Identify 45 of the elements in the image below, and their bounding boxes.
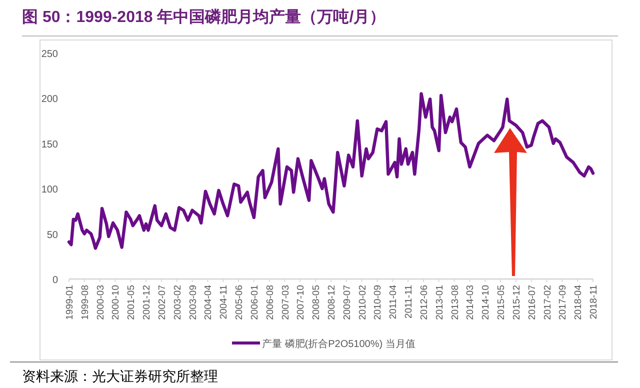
x-tick-label: 2004-04 (203, 285, 214, 320)
x-tick-label: 2007-10 (296, 285, 307, 320)
x-tick-label: 2006-01 (249, 285, 260, 320)
x-tick-label: 2001-12 (142, 285, 153, 320)
x-tick-label: 2000-10 (110, 285, 122, 320)
x-tick-label: 2013-01 (434, 285, 446, 320)
x-tick-label: 2000-03 (95, 285, 106, 320)
line-series (67, 92, 595, 250)
x-tick-label: 2011-11 (404, 285, 415, 318)
x-tick-label: 2013-08 (450, 285, 461, 320)
chart-title: 图 50：1999-2018 年中国磷肥月均产量（万吨/月） (22, 8, 386, 26)
x-tick-label: 2014-03 (465, 285, 476, 320)
y-tick-label: 50 (46, 230, 58, 241)
y-tick-label: 150 (41, 139, 58, 150)
legend-label: 产量 磷肥(折合P2O5100%) 当月值 (262, 338, 416, 350)
y-tick-label: 250 (41, 49, 58, 60)
x-tick-label: 2003-02 (172, 285, 184, 320)
x-tick-label: 2008-12 (326, 285, 338, 320)
x-tick-label: 2009-07 (342, 285, 353, 320)
x-tick-label: 2011-04 (388, 285, 400, 320)
x-tick-label: 2010-02 (357, 285, 368, 320)
y-tick-label: 100 (41, 184, 58, 196)
x-tick-label: 2006-08 (264, 285, 276, 320)
x-tick-label: 2004-11 (218, 285, 230, 320)
y-tick-label: 200 (41, 94, 58, 106)
x-tick-label: 2012-06 (418, 285, 430, 320)
text: 资料来源：光大证券研究所整理 (22, 369, 218, 385)
x-tick-label: 2016-07 (526, 285, 538, 320)
x-tick-label: 2017-09 (558, 285, 569, 320)
x-tick-label: 2010-09 (372, 285, 384, 320)
x-tick-label: 2008-05 (311, 285, 322, 320)
x-tick-label: 2018-04 (573, 285, 584, 320)
x-tick-label: 2001-05 (126, 285, 138, 320)
x-tick-label: 2014-10 (480, 285, 492, 320)
x-tick-label: 1999-08 (80, 285, 91, 320)
x-tick-label: 1999-01 (64, 285, 76, 320)
y-tick-label: 0 (52, 275, 58, 286)
x-tick-label: 2007-03 (280, 285, 292, 320)
x-tick-label: 2015-05 (496, 285, 508, 320)
x-tick-label: 2017-02 (542, 285, 554, 320)
x-tick-label: 2003-09 (188, 285, 199, 320)
x-tick-label: 2018-11 (588, 285, 600, 320)
x-tick-label: 2002-07 (156, 285, 168, 320)
x-tick-label: 2005-06 (234, 285, 246, 320)
x-tick-label: 2015-12 (511, 285, 522, 320)
